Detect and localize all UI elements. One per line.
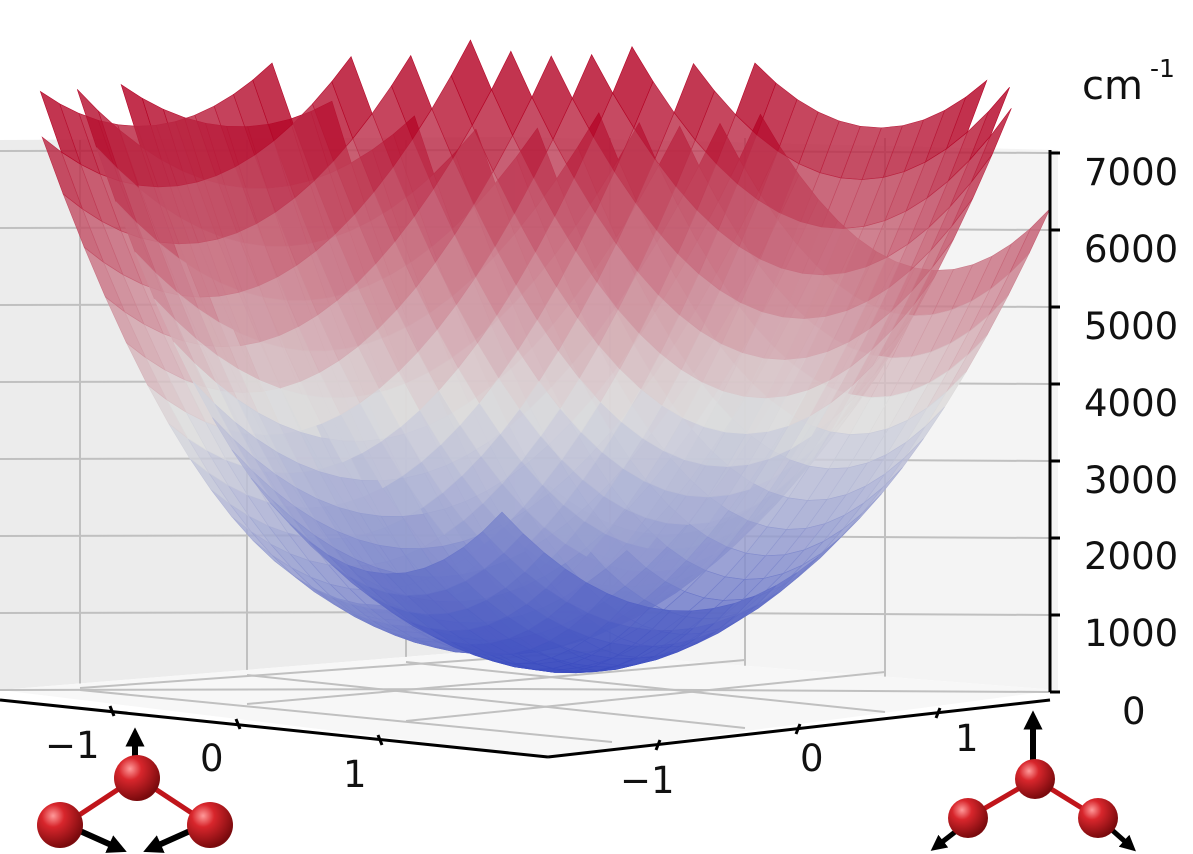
z-tick-label: 4000 [1084,382,1178,425]
grid-line [514,688,1051,693]
surface-facet [482,511,524,554]
surface-facet [673,62,715,141]
y-tick-mark [794,723,802,735]
z-axis-unit: cm [1082,63,1143,109]
x-tick-label: 1 [343,753,367,796]
grid-line [405,671,886,722]
z-tick-label: 1000 [1084,612,1178,655]
z-tick-label: 0 [1122,690,1146,733]
z-tick-label: 7000 [1084,151,1178,194]
x-tick-label: 0 [200,737,224,780]
y-tick-label: 0 [800,737,824,780]
surface-facet [531,55,573,140]
x-tick-mark [376,734,384,746]
grid-line [405,661,886,713]
z-axis-unit-exponent: -1 [1150,54,1175,83]
y-tick-mark [654,739,662,751]
x-tick-mark [108,705,116,717]
x-tick-mark [234,718,242,730]
x-axis-line [0,698,549,759]
surface-facet [735,62,777,136]
surface-facet [450,39,492,126]
x-tick-label: −1 [45,724,100,767]
grid-line [0,688,516,691]
y-tick-mark [934,707,942,719]
ozone-asymmetric-stretch-mode-icon [930,710,1136,852]
surface-meshes [39,39,1051,674]
y-tick-label: 1 [955,717,979,760]
z-tick-label: 3000 [1084,459,1178,502]
y-tick-label: −1 [620,759,675,802]
surface-facet [612,46,654,129]
grid-line [246,659,746,705]
z-tick-label: 6000 [1084,228,1178,271]
grid-line [246,674,746,729]
z-tick-label: 2000 [1084,535,1178,578]
grid-line [79,689,613,743]
ozone-symmetric-stretch-mode-icon [37,727,233,853]
z-tick-label: 5000 [1084,305,1178,348]
tick-marks [108,151,1060,751]
